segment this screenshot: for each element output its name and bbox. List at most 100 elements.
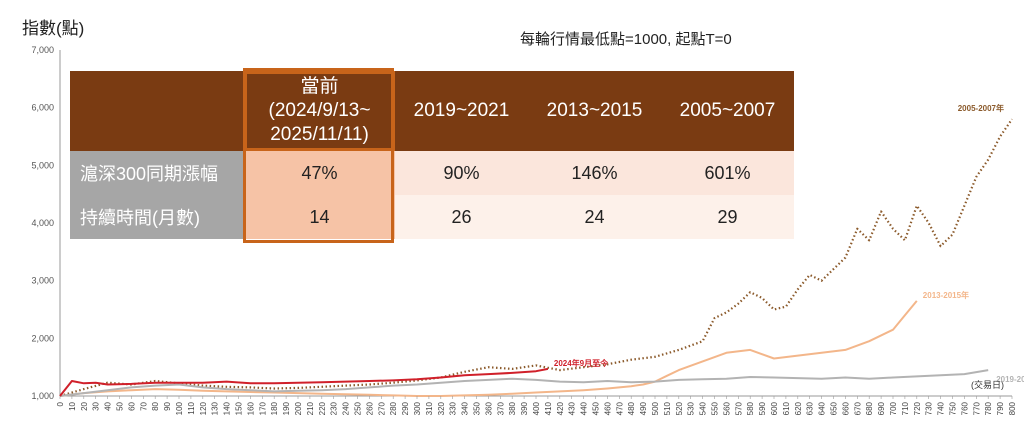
x-tick-label: 490	[639, 401, 648, 415]
x-tick-label: 510	[663, 401, 672, 415]
x-tick-label: 420	[556, 401, 565, 415]
comparison-table: 當前 (2024/9/13~ 2025/11/11) 2019~2021 201…	[70, 71, 794, 239]
x-tick-label: 460	[603, 401, 612, 415]
x-tick-label: 670	[853, 401, 862, 415]
x-tick-label: 0	[56, 401, 65, 406]
y-tick-label: 2,000	[31, 333, 54, 343]
cell-gain-current: 47%	[244, 151, 395, 195]
x-tick-label: 580	[746, 401, 755, 415]
x-axis-label: (交易日)	[971, 379, 1004, 390]
table-corner-cell	[70, 71, 244, 151]
table-row-gain: 滬深300同期漲幅 47% 90% 146% 601%	[70, 151, 794, 195]
x-tick-label: 680	[865, 401, 874, 415]
x-tick-label: 730	[925, 401, 934, 415]
x-tick-label: 120	[199, 401, 208, 415]
cell-duration-current: 14	[244, 195, 395, 239]
x-tick-label: 800	[1008, 401, 1017, 415]
x-tick-label: 220	[318, 401, 327, 415]
x-tick-label: 360	[484, 401, 493, 415]
series-label: 2019-2021年	[996, 374, 1024, 384]
table-header-row: 當前 (2024/9/13~ 2025/11/11) 2019~2021 201…	[70, 71, 794, 151]
x-tick-label: 130	[211, 401, 220, 415]
x-tick-label: 290	[401, 401, 410, 415]
series-line	[59, 300, 918, 397]
x-tick-label: 150	[235, 401, 244, 415]
x-tick-label: 270	[377, 401, 386, 415]
x-tick-label: 430	[568, 401, 577, 415]
series-label: 2005-2007年	[958, 103, 1004, 113]
cell-gain-2005: 601%	[661, 151, 794, 195]
x-tick-label: 780	[984, 401, 993, 415]
x-tick-label: 790	[996, 401, 1005, 415]
x-tick-label: 700	[889, 401, 898, 415]
y-tick-label: 6,000	[31, 103, 54, 113]
y-tick-label: 4,000	[31, 218, 54, 228]
x-tick-label: 710	[901, 401, 910, 415]
series-label: 2024年9月至今	[554, 358, 608, 368]
x-tick-label: 60	[127, 401, 136, 410]
x-tick-label: 760	[960, 401, 969, 415]
x-tick-label: 410	[544, 401, 553, 415]
x-tick-label: 500	[651, 401, 660, 415]
y-tick-label: 3,000	[31, 276, 54, 286]
header-label: 當前 (2024/9/13~ 2025/11/11)	[268, 76, 371, 145]
x-tick-label: 210	[306, 401, 315, 415]
x-tick-label: 70	[139, 401, 148, 410]
x-tick-label: 190	[282, 401, 291, 415]
x-tick-label: 50	[116, 401, 125, 410]
y-tick-label: 5,000	[31, 160, 54, 170]
x-tick-label: 140	[223, 401, 232, 415]
table-row-duration: 持續時間(月數) 14 26 24 29	[70, 195, 794, 239]
x-tick-label: 570	[734, 401, 743, 415]
x-tick-label: 650	[830, 401, 839, 415]
x-tick-label: 610	[782, 401, 791, 415]
header-label: 2019~2021	[413, 100, 510, 121]
x-tick-label: 600	[770, 401, 779, 415]
x-tick-label: 240	[342, 401, 351, 415]
x-tick-label: 690	[877, 401, 886, 415]
x-tick-label: 100	[175, 401, 184, 415]
x-tick-label: 20	[80, 401, 89, 410]
x-tick-label: 620	[794, 401, 803, 415]
header-label: 2005~2007	[679, 100, 776, 121]
x-tick-label: 770	[972, 401, 981, 415]
x-tick-label: 540	[699, 401, 708, 415]
x-tick-label: 590	[758, 401, 767, 415]
header-label: 2013~2015	[546, 100, 643, 121]
x-tick-label: 630	[806, 401, 815, 415]
x-tick-label: 560	[722, 401, 731, 415]
cell-duration-2019: 26	[395, 195, 528, 239]
cell-gain-2013: 146%	[528, 151, 661, 195]
series-line	[59, 367, 549, 397]
x-tick-label: 380	[508, 401, 517, 415]
x-tick-label: 300	[413, 401, 422, 415]
cell-duration-2005: 29	[661, 195, 794, 239]
chart-axes: 1,000 2,000 3,000 4,000 5,000 6,000 7,000	[31, 45, 1012, 401]
x-tick-label: 660	[841, 401, 850, 415]
cell-gain-2019: 90%	[395, 151, 528, 195]
row-label-gain: 滬深300同期漲幅	[70, 151, 244, 195]
y-tick-label: 7,000	[31, 45, 54, 55]
x-tick-label: 230	[330, 401, 339, 415]
chart-series: 2005-2007年 2013-2015年 2019-2021年 2024年9月至今	[59, 103, 1024, 398]
x-tick-label: 530	[687, 401, 696, 415]
x-tick-label: 640	[818, 401, 827, 415]
x-tick-label: 280	[389, 401, 398, 415]
x-tick-label: 400	[532, 401, 541, 415]
x-tick-label: 340	[461, 401, 470, 415]
x-tick-label: 370	[496, 401, 505, 415]
x-tick-label: 450	[592, 401, 601, 415]
series-label: 2013-2015年	[923, 290, 969, 300]
table-header-2019: 2019~2021	[395, 71, 528, 151]
x-tick-label: 110	[187, 401, 196, 414]
series-line	[59, 118, 1013, 398]
chart-x-axis: 0 10 20 30 40 50 60 70 80 90 100 110 120 130 140 150 160…	[56, 379, 1017, 415]
cell-duration-2013: 24	[528, 195, 661, 239]
x-tick-label: 740	[937, 401, 946, 415]
chart-note: 每輪行情最低點=1000, 起點T=0	[520, 31, 732, 48]
x-tick-label: 80	[151, 401, 160, 410]
table-header-2005: 2005~2007	[661, 71, 794, 151]
x-tick-label: 440	[580, 401, 589, 415]
x-tick-label: 170	[258, 401, 267, 415]
